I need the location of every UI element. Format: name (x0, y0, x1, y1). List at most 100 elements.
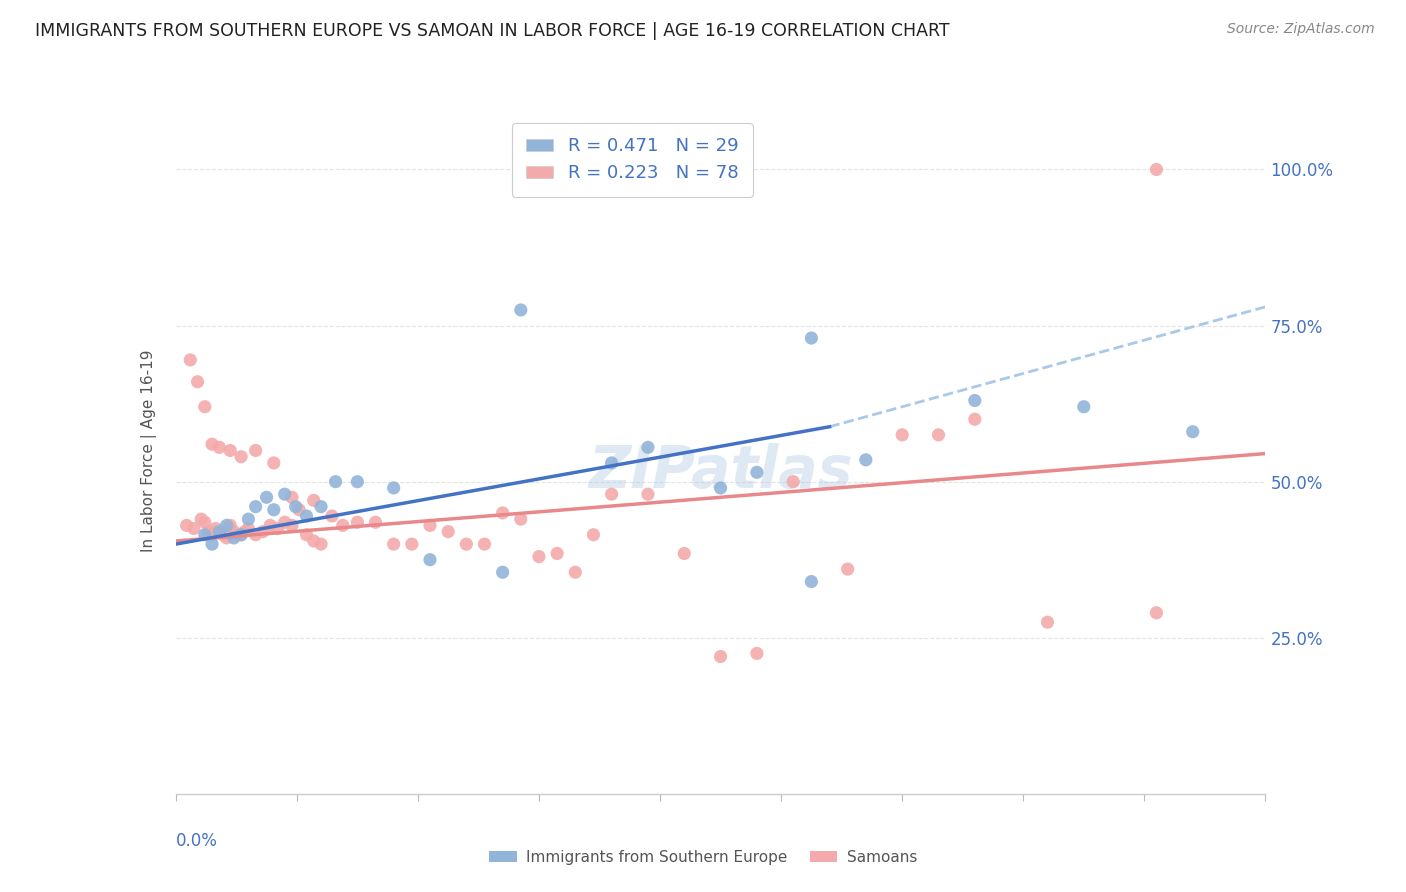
Text: IMMIGRANTS FROM SOUTHERN EUROPE VS SAMOAN IN LABOR FORCE | AGE 16-19 CORRELATION: IMMIGRANTS FROM SOUTHERN EUROPE VS SAMOA… (35, 22, 950, 40)
Point (233, 524, 256, 539)
Point (274, 487, 297, 501)
Point (208, 524, 231, 539)
Point (401, 537, 423, 551)
Point (226, 528, 249, 542)
Point (176, 518, 198, 533)
Point (215, 518, 238, 533)
Point (222, 531, 245, 545)
Point (302, 493, 325, 508)
Point (419, 552, 441, 567)
Point (782, 475, 804, 489)
Point (245, 500, 267, 514)
Point (266, 521, 288, 535)
Point (179, 353, 201, 368)
Point (382, 481, 405, 495)
Point (346, 475, 368, 489)
Point (208, 524, 231, 539)
Point (263, 503, 285, 517)
Y-axis label: In Labor Force | Age 16-19: In Labor Force | Age 16-19 (141, 349, 157, 552)
Point (474, 537, 496, 551)
Point (201, 528, 224, 542)
Point (256, 491, 278, 505)
Point (963, 393, 986, 408)
Point (325, 475, 347, 489)
Point (284, 500, 307, 514)
Point (637, 487, 659, 501)
Point (197, 524, 219, 539)
Point (194, 528, 217, 542)
Point (222, 524, 245, 539)
Point (302, 533, 325, 548)
Point (183, 521, 205, 535)
Point (204, 521, 226, 535)
Point (245, 528, 267, 542)
Point (238, 521, 260, 535)
Point (274, 516, 297, 530)
Point (208, 440, 231, 454)
Point (281, 518, 304, 533)
Point (419, 518, 441, 533)
Point (332, 518, 354, 533)
Point (382, 537, 405, 551)
Point (263, 456, 285, 470)
Point (456, 537, 478, 551)
Point (891, 428, 914, 442)
Point (212, 528, 235, 542)
Point (194, 400, 217, 414)
Point (295, 508, 318, 523)
Point (238, 512, 260, 526)
Point (186, 375, 209, 389)
Point (527, 549, 550, 564)
Point (546, 546, 568, 561)
Point (201, 537, 224, 551)
Point (509, 512, 531, 526)
Point (928, 428, 950, 442)
Point (564, 566, 586, 580)
Point (259, 518, 281, 533)
Point (309, 537, 332, 551)
Point (710, 481, 733, 495)
Point (288, 503, 311, 517)
Point (364, 516, 387, 530)
Point (194, 516, 217, 530)
Point (1181, 425, 1204, 439)
Point (281, 491, 304, 505)
Point (201, 437, 224, 451)
Point (231, 528, 253, 542)
Legend: Immigrants from Southern Europe, Samoans: Immigrants from Southern Europe, Samoans (482, 844, 924, 871)
Point (190, 512, 212, 526)
Point (1146, 162, 1168, 177)
Point (600, 487, 623, 501)
Point (800, 574, 823, 589)
Point (437, 524, 460, 539)
Point (321, 508, 343, 523)
Text: ZIPatlas: ZIPatlas (588, 442, 853, 500)
Point (245, 443, 267, 458)
Point (346, 516, 368, 530)
Point (231, 450, 253, 464)
Point (295, 528, 318, 542)
Point (215, 531, 238, 545)
Point (963, 412, 986, 426)
Point (837, 562, 859, 576)
Text: 0.0%: 0.0% (176, 831, 218, 850)
Point (219, 518, 242, 533)
Point (1036, 615, 1059, 630)
Point (600, 456, 623, 470)
Point (745, 646, 768, 660)
Point (745, 466, 768, 480)
Point (509, 303, 531, 318)
Legend: R = 0.471   N = 29, R = 0.223   N = 78: R = 0.471 N = 29, R = 0.223 N = 78 (512, 123, 752, 197)
Text: Source: ZipAtlas.com: Source: ZipAtlas.com (1227, 22, 1375, 37)
Point (710, 649, 733, 664)
Point (492, 506, 515, 520)
Point (309, 500, 332, 514)
Point (582, 528, 605, 542)
Point (492, 566, 515, 580)
Point (219, 443, 242, 458)
Point (231, 528, 253, 542)
Point (1073, 400, 1095, 414)
Point (673, 546, 696, 561)
Point (1146, 606, 1168, 620)
Point (855, 452, 877, 467)
